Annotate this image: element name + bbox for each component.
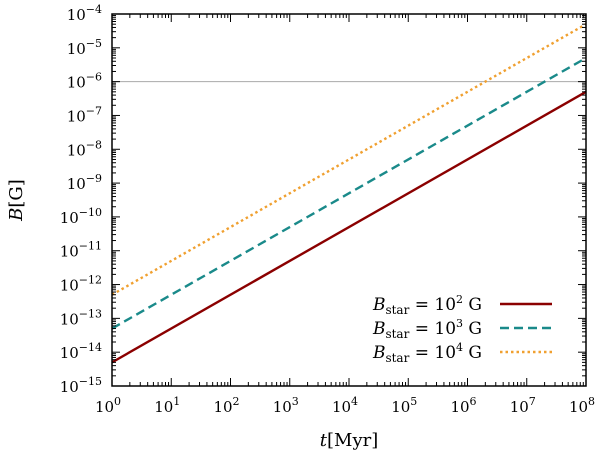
y-tick-label: 10−6 <box>67 71 102 92</box>
plot-frame <box>111 13 587 387</box>
x-tick-label: 105 <box>391 395 417 416</box>
y-tick-label: 10−7 <box>67 104 102 125</box>
x-tick-label: 106 <box>450 395 476 416</box>
x-tick-label: 108 <box>569 395 595 416</box>
y-tick-label: 10−12 <box>60 274 102 295</box>
series-line-2 <box>111 56 587 330</box>
x-tick-label: 104 <box>332 395 358 416</box>
x-axis-label: t[Myr] <box>320 430 378 451</box>
series-line-3 <box>111 23 587 296</box>
y-tick-label: 10−11 <box>60 240 102 261</box>
x-tick-labels: 100 101 102 103 104 105 106 107 108 <box>95 395 595 416</box>
y-tick-label: 10−14 <box>60 341 102 362</box>
y-tick-label: 10−9 <box>67 172 102 193</box>
series-layer <box>111 23 587 364</box>
legend-label-2: Bstar = 103 G <box>372 317 482 341</box>
x-tick-label: 102 <box>213 395 239 416</box>
x-tick-label: 101 <box>154 395 180 416</box>
y-tick-labels: 10−15 10−14 10−13 10−12 10−11 10−10 10−9 10−8 10… <box>60 3 102 396</box>
x-tick-label: 103 <box>273 395 299 416</box>
series-line-1 <box>111 90 587 364</box>
y-tick-label: 10−4 <box>67 3 102 24</box>
x-tick-label: 100 <box>95 395 121 416</box>
legend-label-3: Bstar = 104 G <box>372 341 482 365</box>
y-tick-label: 10−13 <box>60 307 102 328</box>
y-tick-label: 10−10 <box>60 206 102 227</box>
tick-layer <box>111 13 587 387</box>
y-tick-label: 10−15 <box>60 375 102 396</box>
legend-label-1: Bstar = 102 G <box>372 293 482 317</box>
x-tick-label: 107 <box>510 395 536 416</box>
y-axis-label: B[G] <box>6 179 27 222</box>
y-tick-label: 10−5 <box>67 37 102 58</box>
y-tick-label: 10−8 <box>67 138 102 159</box>
